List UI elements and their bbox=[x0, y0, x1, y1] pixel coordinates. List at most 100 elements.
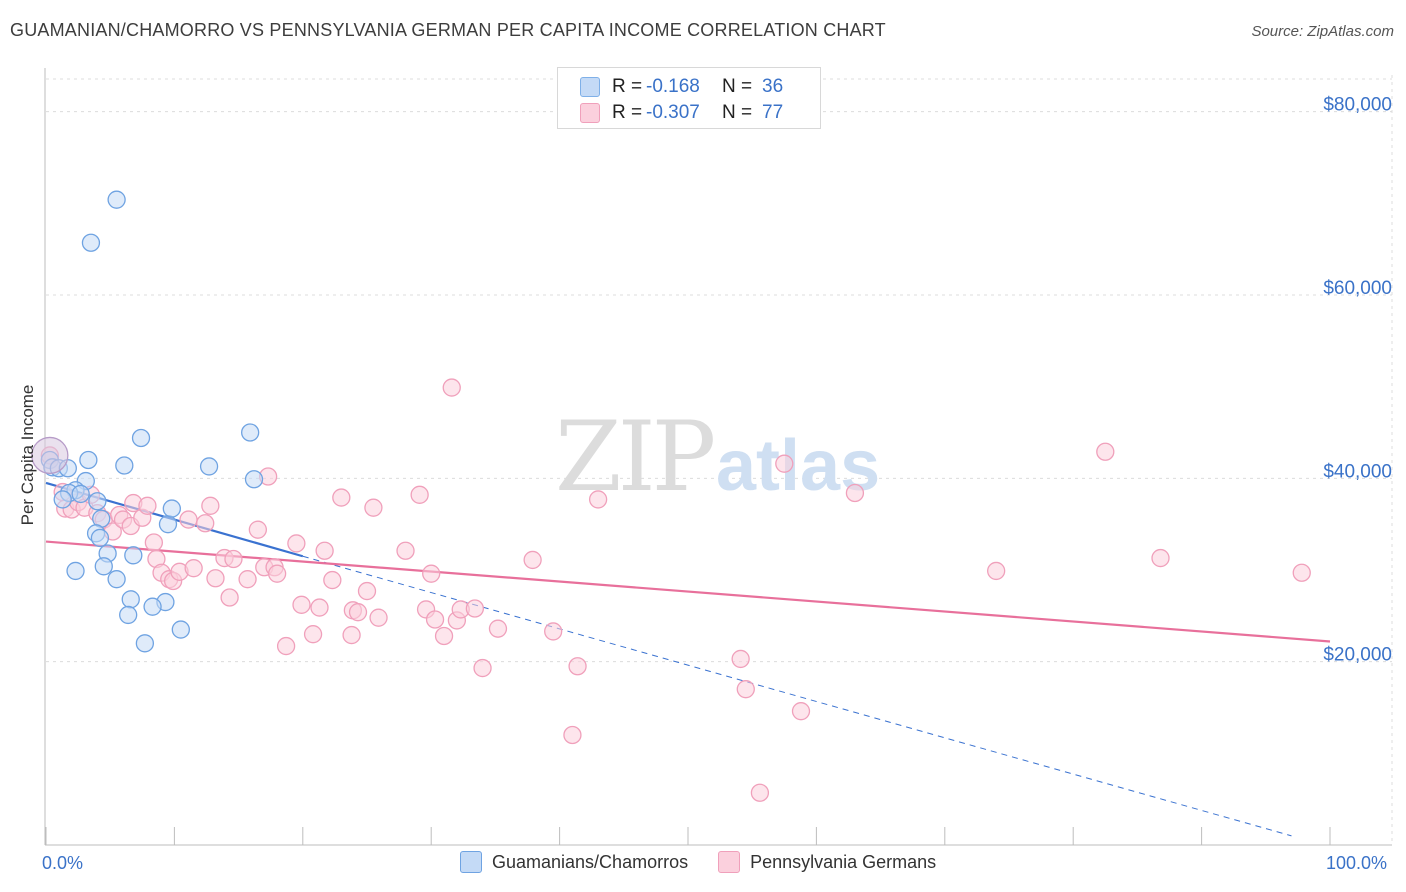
y-tick-label: $60,000 bbox=[1323, 278, 1392, 299]
legend-swatch-pennsylvania bbox=[580, 103, 600, 123]
point-guamanian bbox=[71, 484, 90, 504]
point-pennsylvania bbox=[1096, 442, 1115, 461]
point-pennsylvania bbox=[434, 626, 454, 646]
legend-label-pennsylvania: Pennsylvania Germans bbox=[750, 851, 937, 872]
r-value: -0.307 bbox=[646, 102, 700, 123]
y-tick-label: $40,000 bbox=[1323, 461, 1392, 482]
point-pennsylvania bbox=[267, 564, 287, 583]
point-pennsylvania bbox=[731, 649, 750, 669]
point-guamanian bbox=[90, 528, 110, 548]
point-pennsylvania bbox=[422, 564, 441, 583]
point-guamanian bbox=[199, 457, 219, 476]
point-pennsylvania bbox=[238, 570, 257, 589]
r-value: -0.168 bbox=[646, 76, 700, 97]
chart-title: GUAMANIAN/CHAMORRO VS PENNSYLVANIA GERMA… bbox=[10, 20, 886, 40]
watermark: ZIP atlas bbox=[555, 401, 880, 513]
point-pennsylvania bbox=[987, 561, 1006, 581]
legend-item-guamanian[interactable]: Guamanians/Chamorros bbox=[460, 851, 688, 873]
y-axis-label: Per Capita Income bbox=[18, 384, 37, 526]
point-pennsylvania bbox=[357, 581, 377, 601]
point-guamanian bbox=[158, 515, 178, 534]
point-guamanian bbox=[135, 634, 155, 653]
point-pennsylvania bbox=[138, 496, 157, 515]
y-tick-label: $80,000 bbox=[1323, 95, 1392, 116]
point-pennsylvania bbox=[544, 622, 563, 641]
point-guamanian bbox=[244, 470, 264, 489]
point-pennsylvania bbox=[563, 725, 582, 745]
point-pennsylvania bbox=[473, 658, 492, 678]
point-guamanian bbox=[79, 450, 98, 470]
correlation-legend: R = -0.168 N = 36 R = -0.307 N = 77 bbox=[557, 67, 821, 129]
series-legend: Guamanians/Chamorros Pennsylvania German… bbox=[460, 851, 966, 873]
y-tick-label: $20,000 bbox=[1323, 645, 1392, 666]
point-guamanian bbox=[107, 570, 126, 589]
point-pennsylvania bbox=[292, 595, 311, 614]
point-guamanian bbox=[115, 456, 134, 475]
point-pennsylvania bbox=[323, 570, 342, 590]
x-tick-max: 100.0% bbox=[1326, 853, 1388, 873]
point-pennsylvania bbox=[775, 454, 794, 473]
point-pennsylvania bbox=[442, 378, 461, 397]
point-guamanian bbox=[107, 190, 126, 209]
point-pennsylvania bbox=[224, 549, 243, 569]
point-pennsylvania bbox=[396, 541, 415, 560]
point-pennsylvania bbox=[348, 603, 368, 622]
point-pennsylvania bbox=[425, 610, 445, 629]
point-guamanian bbox=[241, 423, 260, 442]
point-cluster bbox=[31, 436, 69, 475]
legend-row-guamanian: R = -0.168 N = 36 bbox=[580, 74, 783, 100]
point-pennsylvania bbox=[488, 619, 508, 638]
data-points bbox=[31, 190, 1311, 802]
point-pennsylvania bbox=[845, 483, 865, 503]
point-pennsylvania bbox=[310, 598, 329, 617]
n-label: N = bbox=[722, 76, 753, 97]
point-pennsylvania bbox=[465, 599, 485, 618]
point-guamanian bbox=[88, 492, 107, 511]
r-label: R = bbox=[612, 102, 643, 123]
legend-swatch-pennsylvania bbox=[718, 851, 741, 873]
point-guamanian bbox=[94, 557, 113, 576]
n-value: 77 bbox=[762, 102, 784, 123]
point-pennsylvania bbox=[184, 559, 203, 578]
point-pennsylvania bbox=[1151, 548, 1170, 568]
point-pennsylvania bbox=[332, 488, 351, 507]
point-pennsylvania bbox=[791, 702, 811, 721]
point-pennsylvania bbox=[276, 636, 296, 656]
point-guamanian bbox=[124, 546, 143, 565]
point-guamanian bbox=[119, 605, 138, 625]
trend-extension-0 bbox=[302, 555, 1292, 837]
point-pennsylvania bbox=[144, 533, 164, 552]
n-label: N = bbox=[722, 102, 753, 123]
y-tick-labels: $20,000 $40,000 $60,000 $80,000 bbox=[1323, 95, 1392, 666]
trend-lines bbox=[45, 481, 1331, 837]
r-label: R = bbox=[612, 76, 643, 97]
legend-swatch-guamanian bbox=[460, 851, 482, 873]
point-pennsylvania bbox=[568, 657, 587, 676]
point-pennsylvania bbox=[736, 680, 755, 699]
point-pennsylvania bbox=[179, 510, 198, 529]
x-tick-min: 0.0% bbox=[42, 853, 84, 873]
point-pennsylvania bbox=[410, 485, 429, 504]
point-pennsylvania bbox=[369, 608, 388, 627]
point-pennsylvania bbox=[588, 490, 608, 509]
source-label: Source: ZipAtlas.com bbox=[1251, 23, 1394, 40]
legend-swatch-guamanian bbox=[580, 77, 600, 97]
legend-label-guamanian: Guamanians/Chamorros bbox=[492, 851, 689, 872]
point-guamanian bbox=[121, 590, 140, 609]
point-pennsylvania bbox=[206, 569, 225, 588]
legend-row-pennsylvania: R = -0.307 N = 77 bbox=[580, 100, 783, 126]
point-pennsylvania bbox=[196, 514, 215, 533]
point-pennsylvania bbox=[523, 550, 542, 570]
point-pennsylvania bbox=[201, 496, 220, 515]
point-pennsylvania bbox=[1292, 563, 1311, 582]
point-guamanian bbox=[171, 620, 190, 639]
trend-line-1 bbox=[45, 540, 1331, 643]
point-guamanian bbox=[143, 597, 162, 616]
point-guamanian bbox=[66, 561, 85, 581]
point-pennsylvania bbox=[220, 588, 239, 607]
point-guamanian bbox=[131, 428, 151, 448]
point-pennsylvania bbox=[287, 534, 306, 553]
legend-item-pennsylvania[interactable]: Pennsylvania Germans bbox=[718, 851, 936, 873]
point-pennsylvania bbox=[248, 520, 268, 539]
